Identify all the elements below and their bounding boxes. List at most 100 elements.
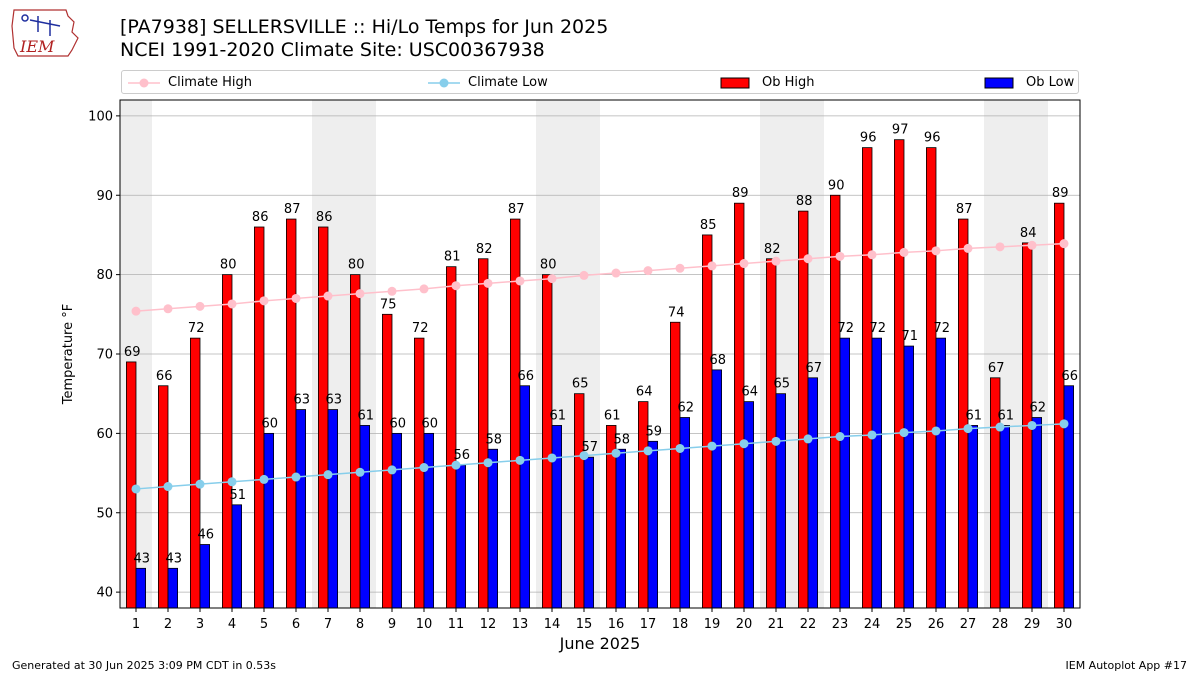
ob-low-bar-day-29: [1031, 417, 1043, 609]
x-tick-label-26: 26: [928, 617, 945, 632]
ob-low-bar-day-4: [231, 504, 243, 609]
ob-high-label-day-10: 72: [412, 321, 429, 336]
ob-low-label-day-2: 43: [166, 551, 183, 566]
climate-high-point-day-10: [419, 284, 429, 294]
climate-low-point-day-29: [1027, 420, 1037, 430]
x-tick-label-19: 19: [704, 617, 721, 632]
ob-high-bar-day-6: [285, 218, 297, 609]
x-tick-label-29: 29: [1024, 617, 1041, 632]
climate-low-point-day-3: [195, 479, 205, 489]
climate-low-point-day-23: [835, 432, 845, 442]
ob-high-label-day-9: 75: [380, 297, 397, 312]
ob-low-bar-day-12: [487, 448, 499, 609]
ob-low-bar-day-20: [743, 401, 755, 609]
climate-high-point-day-22: [803, 254, 813, 264]
legend-swatch-ob-low: [984, 77, 1014, 89]
ob-low-label-day-14: 61: [550, 408, 567, 423]
x-tick-label-23: 23: [832, 617, 849, 632]
iem-logo: IEM: [11, 9, 79, 57]
ob-high-label-day-26: 96: [924, 131, 941, 146]
climate-high-point-day-17: [643, 266, 653, 276]
ob-low-bar-day-16: [615, 448, 627, 609]
climate-low-point-day-27: [963, 424, 973, 434]
climate-low-point-day-16: [611, 448, 621, 458]
ob-low-bar-day-25: [903, 345, 915, 609]
climate-high-point-day-11: [451, 281, 461, 291]
climate-high-point-day-29: [1027, 240, 1037, 250]
ob-high-label-day-2: 66: [156, 369, 173, 384]
x-tick-label-17: 17: [640, 617, 657, 632]
ob-high-label-day-28: 67: [988, 361, 1005, 376]
climate-low-point-day-14: [547, 453, 557, 463]
ob-high-bar-day-10: [413, 337, 425, 609]
legend: Climate High Climate Low Ob High Ob Low: [121, 70, 1079, 94]
ob-low-bar-day-22: [807, 377, 819, 609]
climate-high-line: [135, 242, 1065, 312]
climate-high-point-day-3: [195, 301, 205, 311]
ob-high-label-day-27: 87: [956, 202, 973, 217]
climate-high-point-day-27: [963, 243, 973, 253]
climate-low-point-day-28: [995, 422, 1005, 432]
y-tick-label-90: 90: [96, 189, 113, 204]
climate-low-point-day-10: [419, 463, 429, 473]
climate-high-point-day-23: [835, 251, 845, 261]
ob-high-bar-day-11: [445, 266, 457, 609]
x-tick-label-9: 9: [388, 617, 396, 632]
climate-high-point-day-24: [867, 250, 877, 260]
ob-low-bar-day-8: [359, 425, 371, 609]
climate-low-point-day-8: [355, 467, 365, 477]
climate-high-point-day-15: [579, 270, 589, 280]
x-tick-label-10: 10: [416, 617, 433, 632]
legend-swatch-climate-low: [428, 78, 460, 88]
ob-high-bar-day-14: [542, 274, 553, 609]
ob-high-bar-day-21: [766, 258, 777, 609]
ob-low-bar-day-24: [871, 337, 883, 609]
ob-high-label-day-13: 87: [508, 202, 525, 217]
ob-low-label-day-15: 57: [582, 440, 599, 455]
climate-high-point-day-4: [227, 299, 237, 309]
app-credit: IEM Autoplot App #17: [1065, 659, 1188, 672]
legend-swatch-climate-high: [128, 78, 160, 88]
climate-high-point-day-14: [547, 274, 557, 284]
y-tick-label-100: 100: [88, 109, 113, 124]
climate-high-point-day-16: [611, 268, 621, 278]
ob-low-bar-day-11: [455, 464, 467, 609]
ob-high-label-day-25: 97: [892, 123, 909, 138]
legend-label-climate-high: Climate High: [168, 75, 253, 90]
ob-low-label-day-5: 60: [262, 416, 279, 431]
ob-low-bar-day-28: [999, 425, 1011, 609]
climate-high-point-day-7: [323, 291, 333, 301]
legend-label-climate-low: Climate Low: [468, 75, 548, 90]
ob-low-bar-day-21: [775, 393, 787, 609]
ob-high-bar-day-9: [381, 313, 393, 609]
legend-swatch-ob-high: [720, 77, 750, 89]
climate-high-point-day-18: [675, 263, 685, 273]
ob-high-bar-day-30: [1054, 202, 1065, 609]
chart-subtitle: NCEI 1991-2020 Climate Site: USC00367938: [120, 39, 545, 61]
x-tick-label-21: 21: [768, 617, 785, 632]
ob-low-bar-day-23: [839, 337, 851, 609]
climate-low-point-day-7: [323, 470, 333, 480]
ob-low-label-day-28: 61: [998, 408, 1015, 423]
ob-low-label-day-16: 58: [614, 432, 631, 447]
climate-low-point-day-19: [707, 441, 717, 451]
ob-low-label-day-18: 62: [678, 401, 695, 416]
x-tick-label-16: 16: [608, 617, 625, 632]
ob-high-bar-day-15: [574, 393, 585, 609]
ob-high-label-day-17: 64: [636, 385, 653, 400]
ob-low-bar-day-10: [423, 432, 435, 609]
x-tick-label-7: 7: [324, 617, 332, 632]
climate-low-point-day-6: [291, 472, 301, 482]
ob-low-label-day-22: 67: [806, 361, 823, 376]
ob-low-label-day-1: 43: [134, 551, 151, 566]
climate-high-point-day-1: [131, 306, 141, 316]
climate-low-point-day-12: [483, 458, 493, 468]
ob-low-bar-day-9: [391, 432, 403, 609]
climate-low-point-day-11: [451, 460, 461, 470]
ob-high-bar-day-26: [926, 147, 937, 609]
ob-high-bar-day-3: [189, 337, 201, 609]
x-tick-label-6: 6: [292, 617, 300, 632]
climate-high-point-day-8: [355, 289, 365, 299]
ob-low-label-day-3: 46: [198, 528, 215, 543]
